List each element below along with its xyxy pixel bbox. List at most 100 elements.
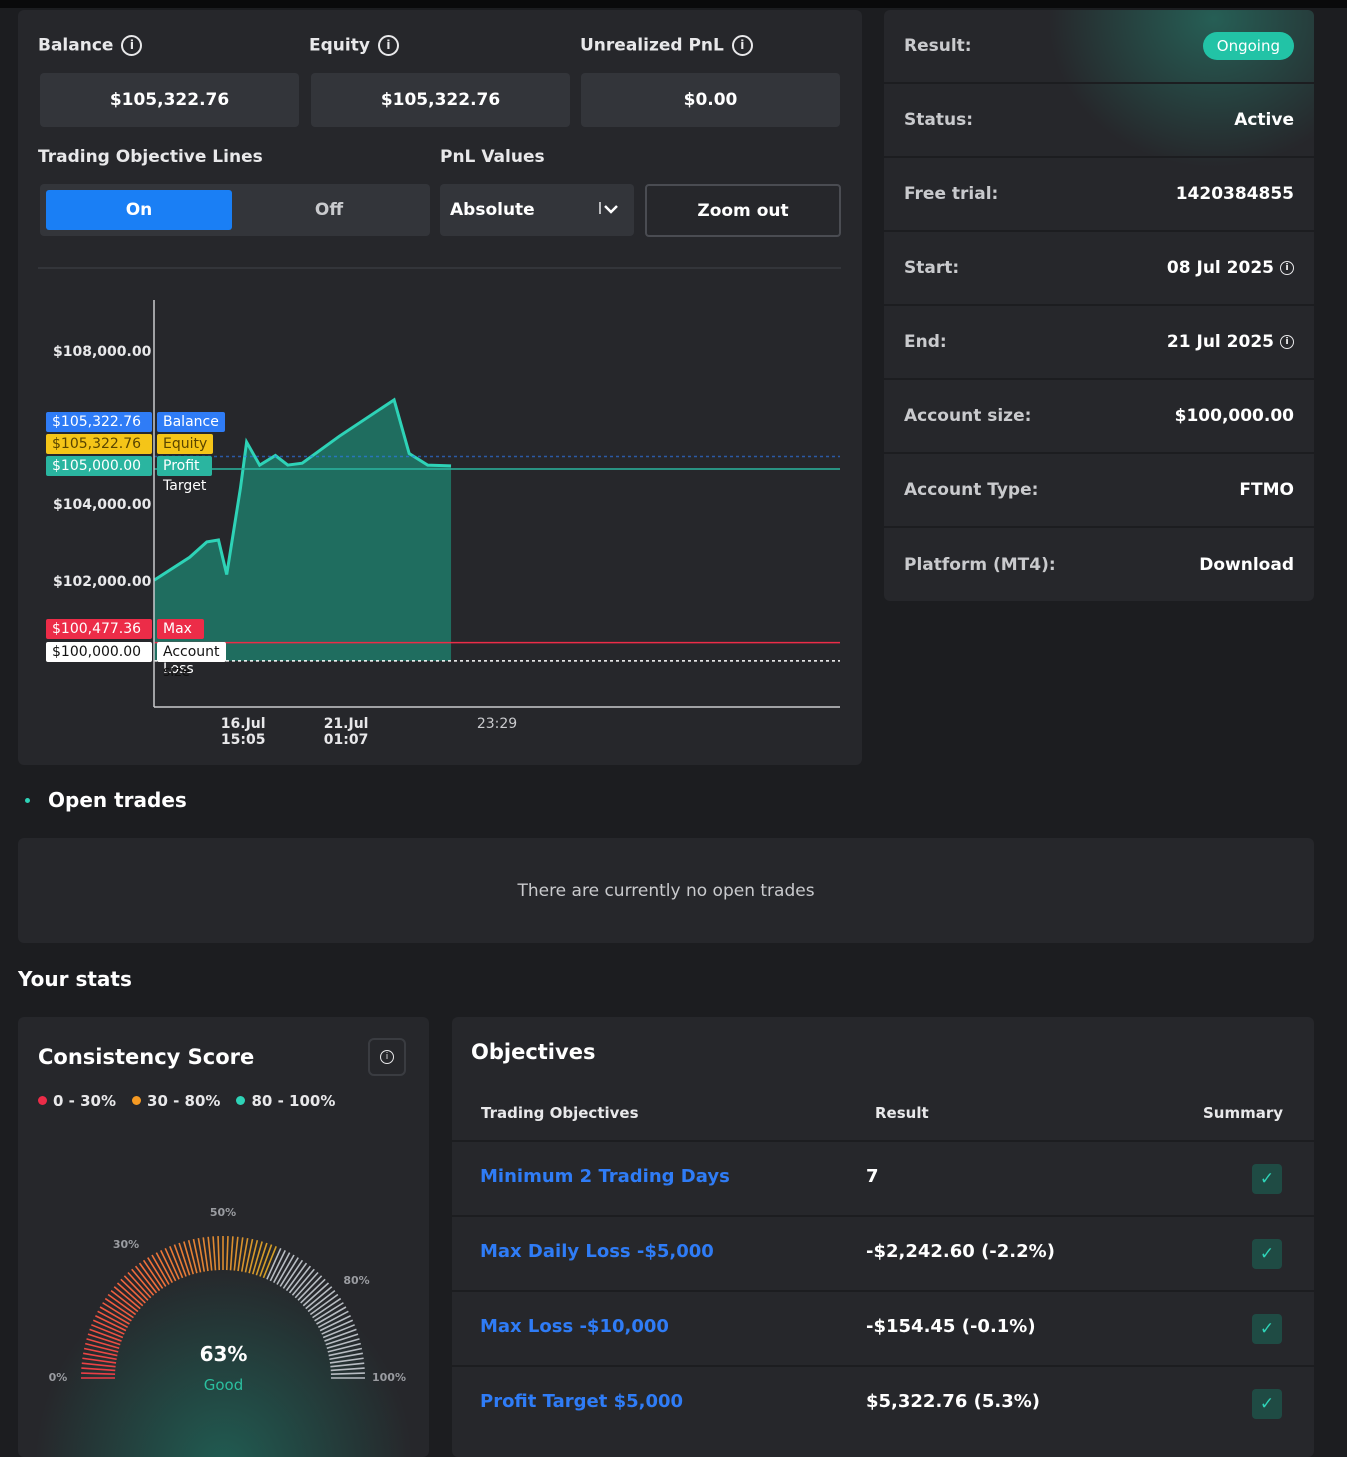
gauge-tick bbox=[291, 1268, 315, 1296]
open-trades-title: Open trades bbox=[48, 788, 187, 812]
gauge-tick bbox=[255, 1242, 268, 1276]
gauge-tick bbox=[116, 1282, 144, 1307]
objective-lines-label: Trading Objective Lines bbox=[38, 147, 263, 167]
gauge-tick bbox=[285, 1262, 308, 1292]
gauge-tick bbox=[107, 1293, 137, 1316]
open-trades-panel: There are currently no open trades bbox=[18, 838, 1314, 943]
consistency-rating: Good bbox=[203, 1376, 244, 1394]
gauge-tick bbox=[134, 1265, 158, 1294]
gauge-tick bbox=[212, 1236, 217, 1271]
row-free-trial: Free trial: 1420384855 bbox=[884, 158, 1314, 232]
gauge-tick bbox=[87, 1333, 121, 1346]
gauge-tick bbox=[276, 1254, 295, 1285]
check-icon: ✓ bbox=[1252, 1239, 1282, 1269]
gauge-tick bbox=[329, 1352, 363, 1361]
balance-info-icon[interactable]: i bbox=[121, 35, 143, 56]
balance-name-tag: Balance bbox=[157, 412, 225, 432]
gauge-tick-label: 30% bbox=[112, 1237, 140, 1251]
end-value-wrap: 21 Jul 2025 i bbox=[1167, 332, 1294, 352]
pnl-values-select[interactable]: Absolute bbox=[440, 184, 634, 236]
objective-name[interactable]: Profit Target $5,000 bbox=[480, 1391, 684, 1412]
col-result-header: Result bbox=[875, 1104, 929, 1122]
objective-name[interactable]: Max Daily Loss -$5,000 bbox=[480, 1241, 714, 1262]
start-label: Start: bbox=[904, 258, 960, 278]
gauge-tick bbox=[294, 1271, 319, 1299]
platform-download-link[interactable]: Download bbox=[1199, 555, 1294, 575]
gauge-tick bbox=[229, 1236, 234, 1271]
gauge-tick bbox=[240, 1238, 249, 1272]
gauge-tick bbox=[312, 1297, 342, 1319]
objective-name[interactable]: Minimum 2 Trading Days bbox=[480, 1166, 730, 1187]
start-info-icon[interactable]: i bbox=[1280, 261, 1294, 275]
objective-name[interactable]: Max Loss -$10,000 bbox=[480, 1316, 669, 1337]
gauge-tick bbox=[244, 1238, 254, 1273]
gauge-glow bbox=[18, 1247, 429, 1457]
y-tick-label: $104,000.00 bbox=[53, 497, 152, 514]
consistency-gauge bbox=[81, 1236, 365, 1379]
gauge-tick bbox=[297, 1275, 323, 1301]
status-label: Status: bbox=[904, 110, 973, 130]
trial-label: Free trial: bbox=[904, 184, 999, 204]
gauge-tick bbox=[155, 1252, 174, 1284]
legend-label: 30 - 80% bbox=[147, 1091, 221, 1110]
end-value: 21 Jul 2025 bbox=[1166, 332, 1274, 352]
balance-area bbox=[154, 399, 452, 661]
balance-label: Balance bbox=[38, 35, 114, 56]
gauge-tick bbox=[266, 1247, 282, 1280]
col-summary-header: Summary bbox=[1203, 1104, 1284, 1122]
check-icon: ✓ bbox=[1252, 1314, 1282, 1344]
equity-label: Equity bbox=[309, 35, 370, 56]
gauge-tick bbox=[83, 1352, 117, 1361]
gauge-tick bbox=[282, 1259, 304, 1289]
balance-line bbox=[153, 397, 452, 582]
end-info-icon[interactable]: i bbox=[1280, 335, 1294, 349]
row-status: Status: Active bbox=[884, 84, 1314, 158]
equity-info-icon[interactable]: i bbox=[377, 35, 399, 56]
gauge-tick bbox=[113, 1286, 141, 1310]
gauge-tick bbox=[322, 1324, 355, 1339]
row-account-size: Account size: $100,000.00 bbox=[884, 380, 1314, 454]
objective-row: Max Loss -$10,000 -$154.45 (-0.1%) ✓ bbox=[452, 1290, 1314, 1364]
gauge-tick bbox=[147, 1257, 167, 1287]
end-label: End: bbox=[904, 332, 947, 352]
gauge-tick bbox=[202, 1237, 209, 1272]
gauge-tick bbox=[120, 1278, 146, 1304]
gauge-tick bbox=[262, 1246, 277, 1279]
gauge-tick bbox=[300, 1278, 326, 1304]
trial-value: 1420384855 bbox=[1175, 184, 1294, 204]
consistency-info-button[interactable]: i bbox=[368, 1038, 406, 1076]
equity-value: $105,322.76 bbox=[311, 73, 570, 127]
gauge-tick bbox=[324, 1328, 357, 1342]
gauge-tick bbox=[92, 1319, 125, 1335]
gauge-tick bbox=[327, 1342, 361, 1353]
equity-chart[interactable] bbox=[18, 290, 862, 770]
legend-label: 0 - 30% bbox=[53, 1091, 117, 1110]
consistency-title: Consistency Score bbox=[38, 1045, 255, 1069]
gauge-tick bbox=[217, 1236, 221, 1271]
objective-result: 7 bbox=[866, 1166, 879, 1187]
pnl-info-icon[interactable]: i bbox=[731, 35, 753, 56]
gauge-tick bbox=[99, 1306, 130, 1325]
gauge-tick bbox=[259, 1244, 273, 1277]
gauge-tick bbox=[102, 1302, 132, 1322]
toggle-off-button[interactable]: Off bbox=[314, 200, 344, 220]
gauge-tick bbox=[86, 1338, 120, 1350]
objective-row: Max Daily Loss -$5,000 -$2,242.60 (-2.2%… bbox=[452, 1215, 1314, 1289]
gauge-tick bbox=[123, 1275, 149, 1301]
gauge-tick bbox=[248, 1240, 259, 1274]
open-trades-dot bbox=[25, 798, 30, 803]
gauge-tick bbox=[225, 1236, 229, 1271]
result-label: Result: bbox=[904, 36, 972, 56]
gauge-tick bbox=[83, 1347, 118, 1357]
max-daily-loss-value-tag: $100,477.36 bbox=[46, 619, 152, 639]
open-trades-empty: There are currently no open trades bbox=[517, 880, 815, 901]
zoom-out-button[interactable]: Zoom out bbox=[645, 184, 841, 237]
gauge-tick bbox=[81, 1372, 116, 1376]
objective-result: $5,322.76 (5.3%) bbox=[866, 1391, 1040, 1412]
legend-item: 0 - 30% bbox=[38, 1092, 116, 1110]
toggle-on-button[interactable]: On bbox=[46, 190, 232, 230]
gauge-tick-label: 0% bbox=[48, 1371, 68, 1384]
gauge-tick-label: 100% bbox=[372, 1371, 406, 1384]
equity-label-wrap: Equity i bbox=[309, 35, 399, 56]
y-tick-label: $102,000.00 bbox=[53, 574, 152, 591]
